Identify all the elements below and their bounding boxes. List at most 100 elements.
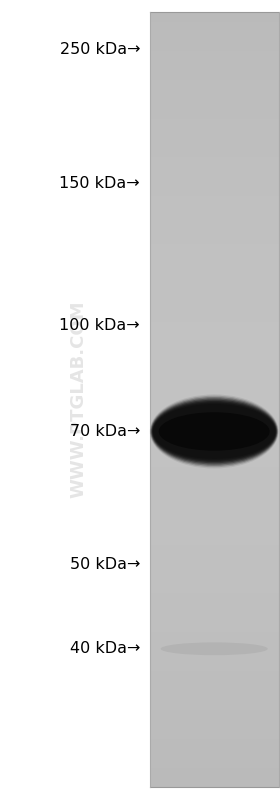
Text: 40 kDa→: 40 kDa→ xyxy=(70,642,140,656)
Bar xyxy=(150,670,279,681)
Bar xyxy=(150,681,279,690)
Bar xyxy=(150,322,279,332)
Bar xyxy=(150,80,279,89)
Bar xyxy=(150,157,279,167)
Bar xyxy=(150,603,279,613)
Ellipse shape xyxy=(153,405,275,458)
Bar xyxy=(150,467,279,477)
Bar xyxy=(150,409,279,419)
Bar xyxy=(150,273,279,283)
Bar xyxy=(150,264,279,273)
Bar xyxy=(150,148,279,157)
Bar xyxy=(150,661,279,670)
Bar xyxy=(150,283,279,293)
Bar xyxy=(150,118,279,128)
Bar xyxy=(150,651,279,661)
Ellipse shape xyxy=(150,396,278,467)
Bar xyxy=(150,371,279,380)
Bar xyxy=(150,593,279,603)
Bar xyxy=(150,564,279,574)
Ellipse shape xyxy=(151,397,278,466)
Text: 50 kDa→: 50 kDa→ xyxy=(70,558,140,572)
Ellipse shape xyxy=(150,395,279,468)
Bar xyxy=(150,700,279,710)
Ellipse shape xyxy=(152,401,276,462)
Bar xyxy=(150,768,279,777)
Bar xyxy=(150,235,279,244)
Bar xyxy=(150,777,279,787)
Bar xyxy=(150,293,279,303)
Bar xyxy=(150,622,279,632)
Bar xyxy=(150,477,279,487)
Text: 70 kDa→: 70 kDa→ xyxy=(70,424,140,439)
Ellipse shape xyxy=(151,400,277,463)
Bar xyxy=(150,41,279,51)
Bar xyxy=(150,22,279,31)
Bar xyxy=(150,729,279,738)
Bar xyxy=(150,216,279,225)
Bar xyxy=(150,526,279,535)
Bar xyxy=(150,332,279,341)
Text: 250 kDa→: 250 kDa→ xyxy=(59,42,140,57)
Bar xyxy=(150,341,279,351)
Ellipse shape xyxy=(161,642,268,655)
Bar xyxy=(150,583,279,593)
Text: 150 kDa→: 150 kDa→ xyxy=(59,177,140,191)
Bar xyxy=(150,458,279,467)
Bar xyxy=(150,419,279,428)
Bar xyxy=(150,748,279,758)
Bar xyxy=(150,167,279,177)
Bar xyxy=(150,89,279,99)
Bar xyxy=(150,710,279,719)
Bar xyxy=(150,186,279,196)
Ellipse shape xyxy=(154,406,274,457)
Bar xyxy=(150,312,279,322)
Ellipse shape xyxy=(151,399,277,464)
Bar xyxy=(150,99,279,109)
Bar xyxy=(150,51,279,61)
Bar xyxy=(150,61,279,70)
Bar xyxy=(150,303,279,312)
Bar xyxy=(150,632,279,642)
Bar xyxy=(150,545,279,555)
Bar xyxy=(150,361,279,371)
Bar xyxy=(150,380,279,390)
Bar xyxy=(150,642,279,651)
Bar xyxy=(150,758,279,768)
Bar xyxy=(150,244,279,254)
Bar xyxy=(150,535,279,545)
Bar xyxy=(150,555,279,564)
Bar xyxy=(150,516,279,526)
Bar xyxy=(150,428,279,438)
Bar xyxy=(150,438,279,448)
Bar xyxy=(150,12,279,22)
Bar xyxy=(150,574,279,583)
Bar xyxy=(150,613,279,622)
Ellipse shape xyxy=(159,412,270,451)
Bar xyxy=(150,738,279,748)
Bar xyxy=(150,254,279,264)
Bar xyxy=(150,390,279,400)
Bar xyxy=(150,690,279,700)
Bar xyxy=(150,206,279,216)
Bar xyxy=(150,487,279,496)
Text: 100 kDa→: 100 kDa→ xyxy=(59,318,140,332)
Bar xyxy=(150,31,279,41)
Bar xyxy=(150,70,279,80)
Ellipse shape xyxy=(153,403,276,459)
Bar xyxy=(150,128,279,138)
Bar xyxy=(150,719,279,729)
Bar xyxy=(150,400,279,409)
Ellipse shape xyxy=(154,407,274,455)
Bar xyxy=(150,109,279,118)
Bar xyxy=(150,506,279,516)
Ellipse shape xyxy=(153,402,276,461)
Bar xyxy=(150,225,279,235)
Bar xyxy=(150,138,279,148)
Bar xyxy=(150,196,279,206)
Bar xyxy=(150,496,279,506)
Bar xyxy=(150,351,279,361)
Text: WWW.PTGLAB.COM: WWW.PTGLAB.COM xyxy=(69,300,87,499)
Bar xyxy=(150,177,279,186)
Bar xyxy=(150,448,279,458)
